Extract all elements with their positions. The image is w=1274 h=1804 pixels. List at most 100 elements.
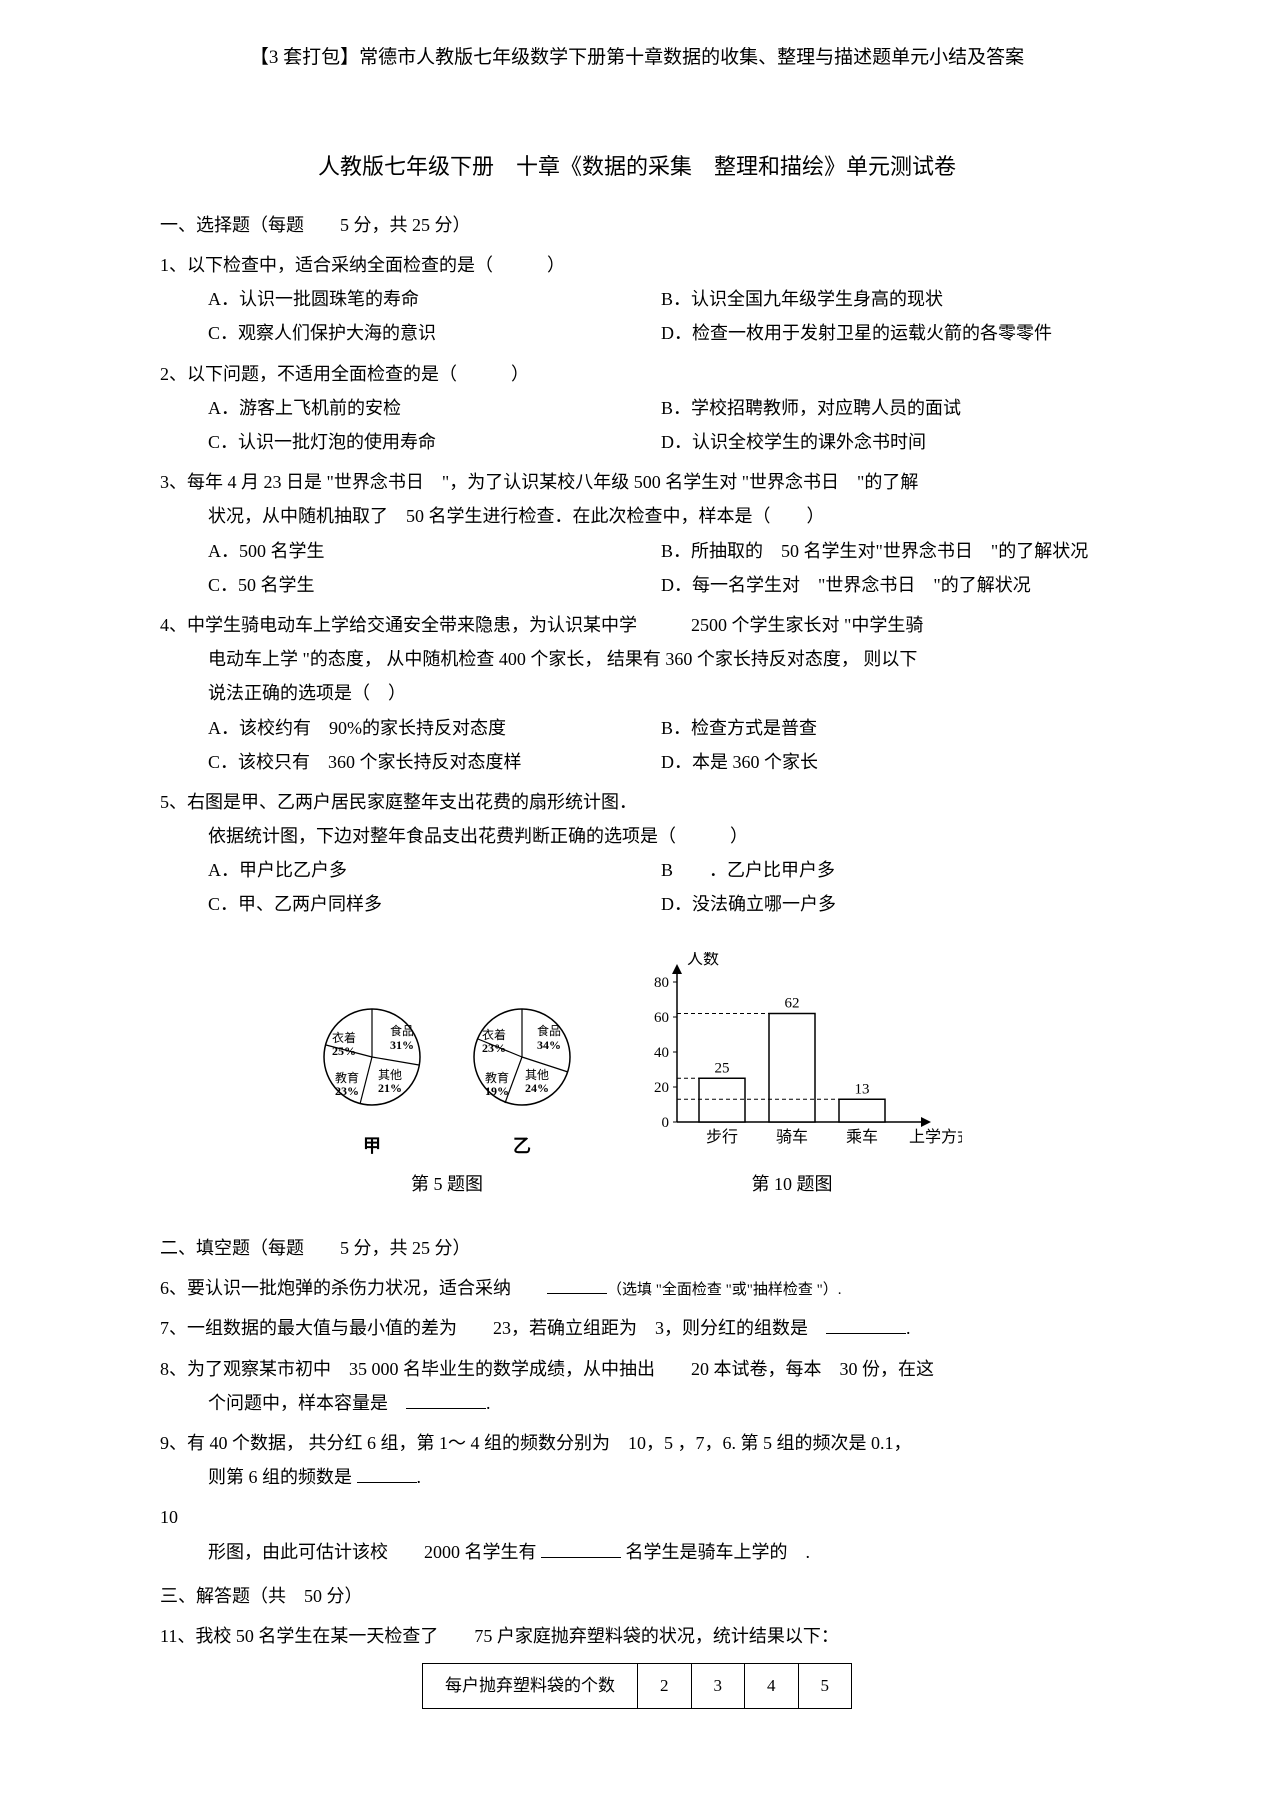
q2-opt-d: D．认识全校学生的课外念书时间	[661, 425, 1114, 459]
q1-opt-a: A．认识一批圆珠笔的寿命	[208, 282, 661, 316]
question-5: 5、右图是甲、乙两户居民家庭整年支出花费的扇形统计图． 依据统计图，下边对整年食…	[160, 785, 1114, 922]
svg-text:骑车: 骑车	[776, 1128, 808, 1146]
question-3: 3、每年 4 月 23 日是 "世界念书日 "，为了认识某校八年级 500 名学…	[160, 465, 1114, 602]
question-11: 11、我校 50 名学生在某一天检查了 75 户家庭抛弃塑料袋的状况，统计结果以…	[160, 1619, 1114, 1709]
pie-yi-cloth-label: 衣着	[482, 1027, 506, 1042]
pie-jia: 食品 31% 其他 21% 教育 23% 衣着 25% 甲	[312, 997, 432, 1162]
q3-stem1: 3、每年 4 月 23 日是 "世界念书日 "，为了认识某校八年级 500 名学…	[160, 465, 1114, 499]
figures-row: 食品 31% 其他 21% 教育 23% 衣着 25% 甲	[160, 952, 1114, 1201]
bar-chart: 020406080人数25步行62骑车13乘车上学方式	[622, 952, 962, 1152]
question-9: 9、有 40 个数据， 共分红 6 组，第 1～ 4 组的频数分别为 10，5 …	[160, 1426, 1114, 1494]
q4-opt-a: A．该校约有 90%的家长持反对态度	[208, 711, 661, 745]
q1-stem: 1、以下检查中，适合采纳全面检查的是（ ）	[160, 248, 1114, 282]
svg-text:20: 20	[654, 1080, 669, 1096]
q1-opt-c: C．观察人们保护大海的意识	[208, 316, 661, 350]
q9-blank	[357, 1462, 417, 1484]
table-cell: 5	[798, 1664, 852, 1709]
svg-text:25: 25	[715, 1060, 730, 1076]
q10-line2b: 名学生是骑车上学的 .	[621, 1542, 810, 1562]
q5-stem2: 依据统计图，下边对整年食品支出花费判断正确的选项是（ ）	[160, 819, 1114, 853]
q5-stem1: 5、右图是甲、乙两户居民家庭整年支出花费的扇形统计图．	[160, 785, 1114, 819]
q3-opt-d: D．每一名学生对 "世界念书日 "的了解状况	[661, 568, 1114, 602]
plastic-table: 每户抛弃塑料袋的个数 2 3 4 5	[422, 1663, 852, 1709]
q4-opt-c: C．该校只有 360 个家长持反对态度样	[208, 745, 661, 779]
q9-line1: 9、有 40 个数据， 共分红 6 组，第 1～ 4 组的频数分别为 10，5 …	[160, 1426, 1114, 1460]
q1-opt-b: B．认识全国九年级学生身高的现状	[661, 282, 1114, 316]
pie-yi-edu-pct: 19%	[485, 1084, 509, 1098]
pie-jia-cloth-label: 衣着	[332, 1030, 356, 1045]
q10-line2a: 形图，由此可估计该校 2000 名学生有	[208, 1542, 541, 1562]
q5-opt-a: A．甲户比乙户多	[208, 853, 661, 887]
question-4: 4、中学生骑电动车上学给交通安全带来隐患，为认识某中学 2500 个学生家长对 …	[160, 608, 1114, 779]
table-row: 每户抛弃塑料袋的个数 2 3 4 5	[423, 1664, 852, 1709]
q7-text: 7、一组数据的最大值与最小值的差为 23，若确立组距为 3，则分红的组数是	[160, 1318, 826, 1338]
q4-stem2: 电动车上学 "的态度， 从中随机检查 400 个家长， 结果有 360 个家长持…	[160, 642, 1114, 676]
q4-opt-b: B．检查方式是普查	[661, 711, 1114, 745]
svg-text:13: 13	[855, 1081, 870, 1097]
q3-opt-c: C．50 名学生	[208, 568, 661, 602]
svg-text:步行: 步行	[706, 1128, 738, 1146]
q6-blank	[547, 1273, 607, 1295]
q1-opt-d: D．检查一枚用于发射卫星的运载火箭的各零零件	[661, 316, 1114, 350]
pie-jia-food-label: 食品	[390, 1023, 414, 1038]
pie-jia-edu-pct: 23%	[335, 1084, 359, 1098]
section-3-heading: 三、解答题（共 50 分）	[160, 1579, 1114, 1613]
svg-text:上学方式: 上学方式	[909, 1128, 962, 1146]
q4-opt-d: D．本是 360 个家长	[661, 745, 1114, 779]
q6-post: （选填 "全面检查 "或"抽样检查 "）.	[607, 1282, 842, 1298]
svg-text:62: 62	[785, 995, 800, 1011]
q4-stem3: 说法正确的选项是（ ）	[160, 676, 1114, 710]
question-6: 6、要认识一批炮弹的杀伤力状况，适合采纳 （选填 "全面检查 "或"抽样检查 "…	[160, 1271, 1114, 1305]
pie-jia-other-label: 其他	[378, 1068, 402, 1082]
svg-text:人数: 人数	[687, 952, 719, 968]
table-cell: 3	[691, 1664, 745, 1709]
q8-line2: 个问题中，样本容量是	[208, 1393, 406, 1413]
main-title: 人教版七年级下册 十章《数据的采集 整理和描绘》单元测试卷	[160, 146, 1114, 188]
q10-blank	[541, 1536, 621, 1558]
q5-opt-d: D．没法确立哪一户多	[661, 887, 1114, 921]
pie-jia-other-pct: 21%	[378, 1081, 402, 1095]
pie-yi-edu-label: 教育	[485, 1070, 509, 1085]
q8-blank	[406, 1387, 486, 1409]
pie-yi: 食品 34% 其他 24% 教育 19% 衣着 23% 乙	[462, 997, 582, 1162]
q3-stem2: 状况，从中随机抽取了 50 名学生进行检查．在此次检查中，样本是（ ）	[160, 499, 1114, 533]
table-cell: 2	[638, 1664, 692, 1709]
question-10: 10 形图，由此可估计该校 2000 名学生有 名学生是骑车上学的 .	[160, 1500, 1114, 1568]
pie-jia-cloth-pct: 25%	[332, 1044, 356, 1058]
page-header: 【3 套打包】常德市人教版七年级数学下册第十章数据的收集、整理与描述题单元小结及…	[160, 40, 1114, 76]
question-8: 8、为了观察某市初中 35 000 名毕业生的数学成绩，从中抽出 20 本试卷，…	[160, 1352, 1114, 1420]
q8-line1: 8、为了观察某市初中 35 000 名毕业生的数学成绩，从中抽出 20 本试卷，…	[160, 1352, 1114, 1386]
bar-chart-block: 020406080人数25步行62骑车13乘车上学方式 第 10 题图	[622, 952, 962, 1201]
pie-charts-block: 食品 31% 其他 21% 教育 23% 衣着 25% 甲	[312, 997, 582, 1201]
pie-yi-other-pct: 24%	[525, 1081, 549, 1095]
table-header-cell: 每户抛弃塑料袋的个数	[423, 1664, 638, 1709]
q11-stem: 11、我校 50 名学生在某一天检查了 75 户家庭抛弃塑料袋的状况，统计结果以…	[160, 1619, 1114, 1653]
svg-text:40: 40	[654, 1045, 669, 1061]
q4-stem1: 4、中学生骑电动车上学给交通安全带来隐患，为认识某中学 2500 个学生家长对 …	[160, 608, 1114, 642]
pie-yi-cloth-pct: 23%	[482, 1041, 506, 1055]
q7-blank	[826, 1313, 906, 1335]
fig10-caption: 第 10 题图	[622, 1167, 962, 1201]
q3-opt-a: A．500 名学生	[208, 534, 661, 568]
q5-opt-c: C．甲、乙两户同样多	[208, 887, 661, 921]
pie-yi-food-pct: 34%	[537, 1038, 561, 1052]
q9-line2: 则第 6 组的频数是	[208, 1467, 357, 1487]
svg-text:80: 80	[654, 975, 669, 991]
section-1-heading: 一、选择题（每题 5 分，共 25 分）	[160, 208, 1114, 242]
question-1: 1、以下检查中，适合采纳全面检查的是（ ） A．认识一批圆珠笔的寿命 B．认识全…	[160, 248, 1114, 351]
pie-yi-label: 乙	[462, 1129, 582, 1163]
fig5-caption: 第 5 题图	[312, 1167, 582, 1201]
pie-jia-label: 甲	[312, 1129, 432, 1163]
q6-pre: 6、要认识一批炮弹的杀伤力状况，适合采纳	[160, 1278, 547, 1298]
section-2-heading: 二、填空题（每题 5 分，共 25 分）	[160, 1231, 1114, 1265]
q2-opt-c: C．认识一批灯泡的使用寿命	[208, 425, 661, 459]
pie-yi-other-label: 其他	[525, 1068, 549, 1082]
question-2: 2、以下问题，不适用全面检查的是（ ） A．游客上飞机前的安检 B．学校招聘教师…	[160, 357, 1114, 460]
question-7: 7、一组数据的最大值与最小值的差为 23，若确立组距为 3，则分红的组数是 .	[160, 1311, 1114, 1345]
svg-text:0: 0	[662, 1115, 670, 1131]
q2-stem: 2、以下问题，不适用全面检查的是（ ）	[160, 357, 1114, 391]
pie-jia-food-pct: 31%	[390, 1038, 414, 1052]
svg-text:乘车: 乘车	[846, 1128, 878, 1146]
q10-line1: 10	[160, 1500, 1114, 1534]
q2-opt-a: A．游客上飞机前的安检	[208, 391, 661, 425]
